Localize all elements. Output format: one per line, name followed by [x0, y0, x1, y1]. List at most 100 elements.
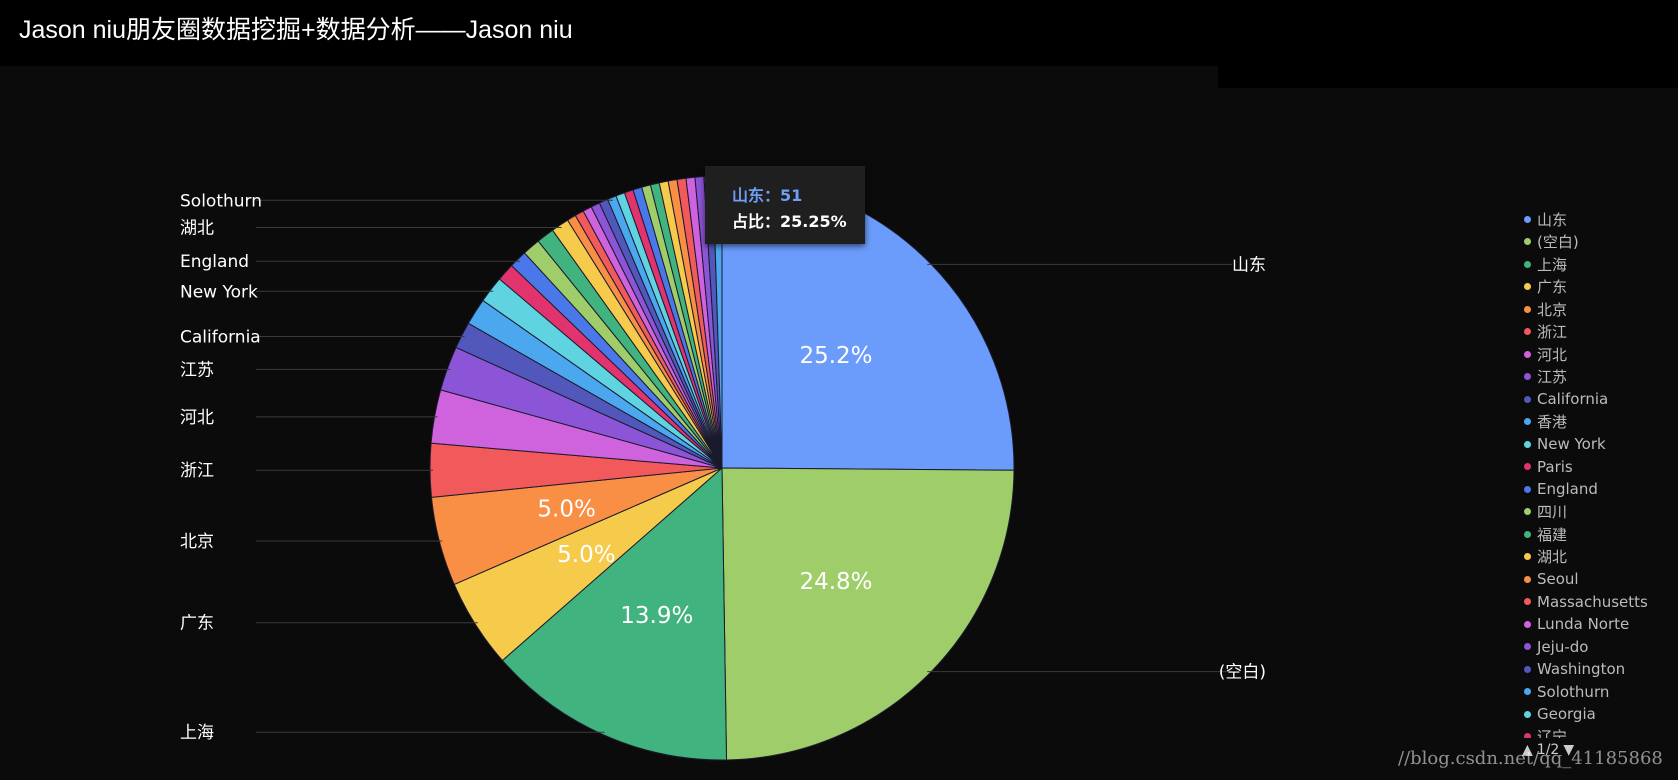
legend-page-indicator: 1/2: [1536, 742, 1560, 758]
percent-label-山东: 25.2%: [799, 343, 872, 369]
legend-dot-icon: [1524, 215, 1531, 223]
legend-item-label: 浙江: [1537, 323, 1568, 342]
legend-dot-icon: [1524, 328, 1531, 336]
percent-label-空白: 24.8%: [799, 569, 872, 595]
legend-dot-icon: [1524, 283, 1531, 291]
outer-label-空白: (空白): [1219, 663, 1266, 683]
legend-dot-icon: [1524, 553, 1531, 561]
legend-dot-icon: [1524, 710, 1531, 718]
legend-item-label: Seoul: [1537, 570, 1579, 589]
legend-item-solothurn[interactable]: Solothurn: [1524, 681, 1674, 704]
legend-dot-icon: [1524, 373, 1531, 381]
legend-item-label: England: [1537, 480, 1598, 499]
legend-item-label: 四川: [1537, 503, 1568, 522]
legend-item-label: New York: [1537, 435, 1606, 454]
legend-item-georgia[interactable]: Georgia: [1524, 703, 1674, 726]
tooltip-ratio: 占比：25.25%: [732, 212, 847, 231]
legend-dot-icon: [1524, 688, 1531, 696]
legend-item-california[interactable]: California: [1524, 388, 1674, 411]
legend-item-山东[interactable]: 山东: [1524, 208, 1674, 231]
legend-item-辽宁[interactable]: 辽宁: [1524, 726, 1674, 738]
percent-label-上海: 13.9%: [620, 603, 693, 629]
legend-dot-icon: [1524, 350, 1531, 358]
legend-item-空白[interactable]: (空白): [1524, 231, 1674, 254]
legend-item-new-york[interactable]: New York: [1524, 433, 1674, 456]
legend-pager: ▲ 1/2 ▼: [1522, 742, 1578, 758]
legend-item-江苏[interactable]: 江苏: [1524, 366, 1674, 389]
percent-label-北京: 5.0%: [537, 497, 595, 523]
legend-dot-icon: [1524, 485, 1531, 493]
legend-item-label: Georgia: [1537, 705, 1596, 724]
chart-legend: 山东 (空白) 上海广东北京浙江河北江苏 California 香港 New York Pa…: [1524, 208, 1674, 738]
legend-dot-icon: [1524, 733, 1531, 738]
legend-item-label: Massachusetts: [1537, 592, 1648, 611]
legend-dot-icon: [1524, 598, 1531, 606]
legend-item-label: 河北: [1537, 345, 1568, 364]
legend-item-北京[interactable]: 北京: [1524, 298, 1674, 321]
legend-item-label: 广东: [1537, 278, 1568, 297]
legend-item-label: 福建: [1537, 525, 1568, 544]
legend-dot-icon: [1524, 418, 1531, 426]
watermark: //blog.csdn.net/qq_41185868: [1398, 748, 1663, 769]
legend-item-浙江[interactable]: 浙江: [1524, 321, 1674, 344]
legend-item-label: 香港: [1537, 413, 1568, 432]
legend-item-label: Solothurn: [1537, 682, 1610, 701]
legend-item-lunda-norte[interactable]: Lunda Norte: [1524, 613, 1674, 636]
legend-item-washington[interactable]: Washington: [1524, 658, 1674, 681]
legend-dot-icon: [1524, 395, 1531, 403]
legend-item-四川[interactable]: 四川: [1524, 501, 1674, 524]
outer-label-california: California: [180, 328, 261, 348]
legend-item-label: Paris: [1537, 457, 1573, 476]
legend-item-label: 北京: [1537, 300, 1568, 319]
outer-label-湖北: 湖北: [180, 218, 214, 238]
outer-label-山东: 山东: [1232, 255, 1266, 275]
legend-item-england[interactable]: England: [1524, 478, 1674, 501]
outer-labels: 山东 (空白) 上海 广东 北京 浙江 河北 江苏 California New York Engl…: [180, 191, 1266, 743]
page-title: Jason niu朋友圈数据挖掘+数据分析——Jason niu: [19, 16, 573, 44]
legend-dot-icon: [1524, 260, 1531, 268]
outer-label-solothurn: Solothurn: [180, 191, 262, 211]
outer-label-北京: 北京: [180, 532, 214, 552]
outer-label-广东: 广东: [180, 614, 214, 634]
legend-item-福建[interactable]: 福建: [1524, 523, 1674, 546]
legend-item-河北[interactable]: 河北: [1524, 343, 1674, 366]
legend-item-label: 山东: [1537, 210, 1568, 229]
pie-slice-上海[interactable]: [501, 466, 728, 761]
legend-item-label: 上海: [1537, 255, 1568, 274]
outer-label-江苏: 江苏: [180, 360, 214, 380]
legend-dot-icon: [1524, 665, 1531, 673]
legend-item-香港[interactable]: 香港: [1524, 411, 1674, 434]
legend-dot-icon: [1524, 463, 1531, 471]
pie-slices: [429, 175, 1015, 761]
legend-dot-icon: [1524, 508, 1531, 516]
legend-item-上海[interactable]: 上海: [1524, 253, 1674, 276]
legend-item-seoul[interactable]: Seoul: [1524, 568, 1674, 591]
legend-dot-icon: [1524, 575, 1531, 583]
legend-dot-icon: [1524, 440, 1531, 448]
legend-item-label: Lunda Norte: [1537, 615, 1630, 634]
chart-tooltip: 山东：51 占比：25.25%: [705, 166, 865, 244]
outer-label-河北: 河北: [180, 408, 214, 428]
outer-label-上海: 上海: [180, 723, 214, 743]
legend-dot-icon: [1524, 530, 1531, 538]
outer-label-浙江: 浙江: [180, 461, 214, 481]
legend-item-湖北[interactable]: 湖北: [1524, 546, 1674, 569]
legend-item-label: (空白): [1537, 233, 1579, 252]
legend-dot-icon: [1524, 643, 1531, 651]
legend-item-label: 湖北: [1537, 548, 1568, 567]
legend-item-label: 江苏: [1537, 368, 1568, 387]
legend-item-massachusetts[interactable]: Massachusetts: [1524, 591, 1674, 614]
legend-item-label: Washington: [1537, 660, 1626, 679]
legend-item-jeju-do[interactable]: Jeju-do: [1524, 636, 1674, 659]
legend-page-up-icon[interactable]: ▲: [1522, 742, 1533, 758]
legend-page-down-icon[interactable]: ▼: [1563, 742, 1575, 758]
legend-item-label: Jeju-do: [1537, 637, 1589, 656]
legend-item-广东[interactable]: 广东: [1524, 276, 1674, 299]
legend-dot-icon: [1524, 620, 1531, 628]
pie-slice-空白[interactable]: [721, 467, 1015, 761]
tooltip-series-value: 山东：51: [732, 186, 803, 205]
legend-item-label: 辽宁: [1537, 728, 1568, 738]
legend-item-paris[interactable]: Paris: [1524, 456, 1674, 479]
leader-lines: [256, 199, 1232, 733]
